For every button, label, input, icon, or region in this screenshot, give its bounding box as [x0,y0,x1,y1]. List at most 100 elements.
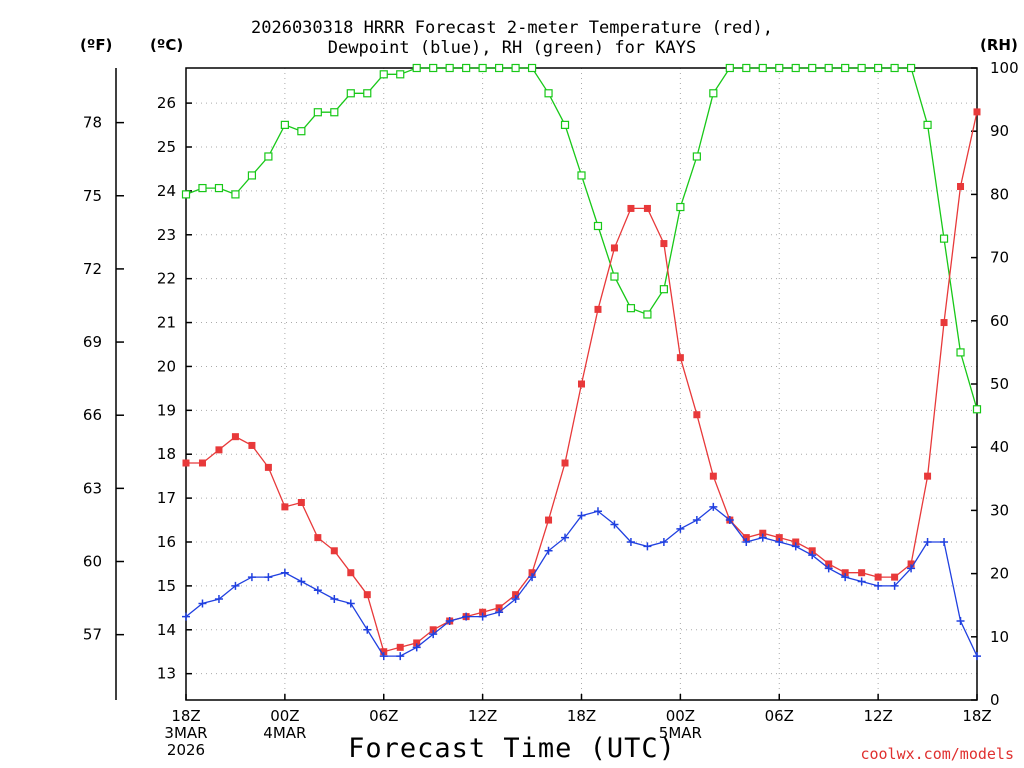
celsius-tick-label: 20 [157,357,176,375]
rh-point [363,89,372,98]
rh-tick-label: 30 [990,501,1009,519]
x-tick-label: 12Z [863,707,892,725]
dewpoint-point [610,520,619,529]
temperature-point [841,569,849,577]
rh-point [560,120,570,129]
rh-point [429,63,438,73]
rh-point [412,63,421,73]
dewpoint-point [462,612,471,621]
dewpoint-point [495,608,504,617]
dewpoint-point [445,617,454,625]
dewpoint-point [214,595,223,604]
dewpoint-point [973,652,981,661]
rh-tick-label: 80 [990,185,1009,203]
dewpoint-point [824,564,833,573]
temperature-point [924,472,932,480]
temperature-point [314,534,322,542]
dewpoint-point [396,652,405,661]
dewpoint-point [692,516,701,525]
temperature-point [775,534,783,542]
rh-point [462,63,471,73]
rh-point [379,70,388,79]
fahrenheit-tick-label: 78 [83,114,102,132]
rh-point [527,63,537,73]
rh-point [626,304,636,313]
dewpoint-point [725,516,734,525]
x-tick-label: 00Z [666,707,695,725]
temperature-point [297,499,305,506]
temperature-point [495,604,503,612]
dewpoint-point [890,581,899,590]
dewpoint-point [379,652,388,661]
rh-point [709,89,718,98]
x-tick-label: 3MAR [164,724,207,742]
rh-point [313,108,322,117]
temperature-point [215,446,223,454]
fahrenheit-tick-label: 75 [83,187,102,205]
dewpoint-point [923,538,932,546]
dewpoint-point [577,511,586,520]
x-tick-label: 06Z [369,707,398,725]
temperature-point [973,108,981,116]
temperature-point [610,244,618,252]
temperature-point [363,591,371,599]
rh-tick-label: 40 [990,438,1009,456]
rh-point [214,183,224,193]
dewpoint-point [429,630,438,639]
celsius-tick-label: 18 [157,445,176,463]
fahrenheit-tick-label: 69 [83,333,102,351]
dewpoint-point [709,502,718,511]
temperature-point [182,459,190,467]
rh-point [775,63,784,73]
rh-point [791,63,800,73]
rh-point [346,89,355,98]
temperature-point [643,204,651,212]
dewpoint-point [198,599,207,608]
rh-unit-label: (RH) [980,36,1018,54]
temperature-point [198,459,206,467]
dewpoint-point [528,573,537,582]
x-tick-label: 4MAR [263,724,306,742]
dewpoint-point [593,507,602,516]
dewpoint-point [280,568,289,577]
temperature-point [660,240,668,248]
dewpoint-point [643,542,652,551]
rh-point [495,63,504,73]
rh-point [396,70,405,79]
rh-point [643,310,652,319]
rh-point [676,202,685,212]
rh-point [330,108,339,117]
credit-link[interactable]: coolwx.com/models [860,745,1014,763]
rh-point [939,234,949,243]
celsius-unit-label: (ºC) [150,36,184,54]
dewpoint-point [791,542,800,551]
temperature-point [858,569,866,577]
rh-point [906,63,916,73]
temperature-point [742,534,750,542]
rh-tick-label: 20 [990,565,1009,583]
temperature-point [578,380,585,388]
dewpoint-point [626,538,635,546]
dewpoint-point [956,617,965,625]
dewpoint-point [544,546,553,555]
dewpoint-point [758,533,767,542]
celsius-tick-label: 16 [157,533,176,551]
rh-point [231,190,240,199]
rh-point [692,152,701,161]
fahrenheit-tick-label: 72 [83,260,102,278]
rh-point [742,63,751,73]
rh-point [511,63,520,73]
chart-title-line-1: 2026030318 HRRR Forecast 2-meter Tempera… [251,18,773,38]
fahrenheit-tick-label: 66 [83,406,102,424]
rh-point [198,183,207,193]
rh-tick-label: 90 [990,122,1009,140]
x-tick-label: 12Z [468,707,497,725]
dewpoint-point [247,573,256,582]
temperature-point [512,591,520,599]
temperature-point [330,547,338,555]
temperature-point [627,204,635,212]
temperature-point [874,573,882,581]
dewpoint-point [775,538,784,546]
celsius-tick-label: 19 [157,401,176,419]
temperature-point [561,459,569,467]
